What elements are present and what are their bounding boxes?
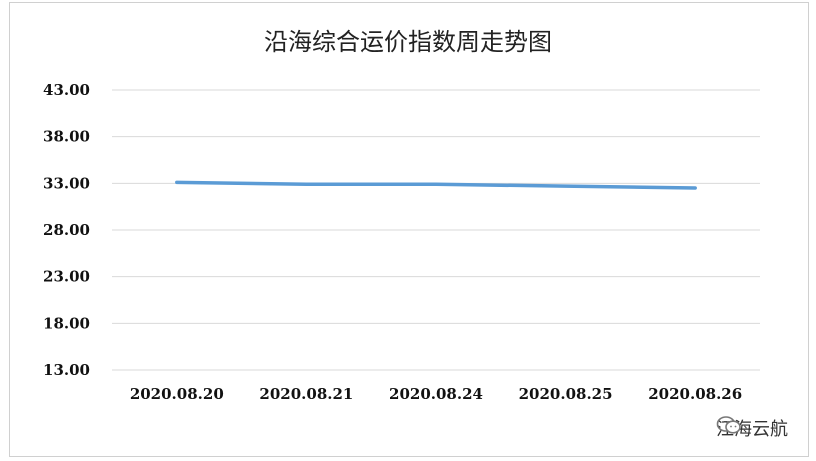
series-line	[175, 180, 697, 190]
y-tick-label: 18.00	[43, 314, 90, 332]
y-tick-label: 43.00	[43, 81, 90, 99]
series-lines	[175, 180, 697, 190]
y-tick-label: 38.00	[43, 128, 90, 146]
y-tick-label: 23.00	[43, 268, 90, 286]
wechat-icon	[716, 416, 741, 434]
watermark: 江海云航	[716, 415, 788, 441]
x-axis-ticks: 2020.08.20 2020.08.21 2020.08.24 2020.08.25…	[130, 385, 742, 403]
x-tick-label: 2020.08.26	[648, 385, 742, 403]
y-axis-ticks: 13.00 18.00 23.00 28.00 33.00 38.00 43.00	[43, 81, 90, 379]
x-tick-label: 2020.08.21	[259, 385, 353, 403]
y-tick-label: 33.00	[43, 174, 90, 192]
x-tick-label: 2020.08.25	[519, 385, 613, 403]
chart-title: 沿海综合运价指数周走势图	[264, 28, 552, 56]
y-tick-label: 28.00	[43, 221, 90, 239]
y-tick-label: 13.00	[43, 361, 90, 379]
x-tick-label: 2020.08.24	[389, 385, 483, 403]
x-tick-label: 2020.08.20	[130, 385, 224, 403]
grid-lines	[112, 89, 760, 371]
